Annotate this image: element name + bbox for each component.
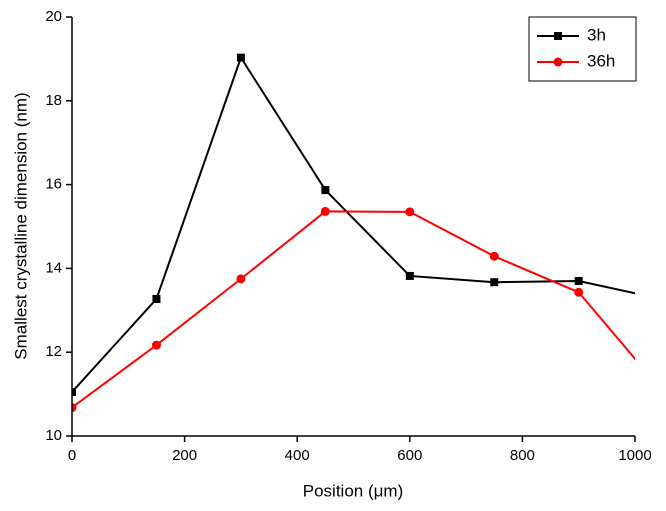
x-tick-label: 1000	[618, 447, 651, 464]
x-tick-label: 200	[172, 447, 197, 464]
data-point	[320, 206, 330, 216]
y-tick-label: 16	[45, 176, 62, 193]
series-line	[72, 210, 635, 409]
data-point	[490, 278, 499, 287]
legend-box	[528, 16, 637, 82]
data-point	[236, 274, 246, 284]
x-tick-label: 400	[285, 447, 310, 464]
legend-marker	[554, 32, 562, 40]
x-axis-label: Position (μm)	[303, 481, 403, 500]
data-point	[489, 251, 499, 261]
data-point	[151, 340, 161, 350]
y-tick-label: 12	[45, 343, 62, 360]
data-point	[72, 403, 77, 413]
plot-area	[72, 53, 666, 413]
y-tick-label: 10	[45, 427, 62, 444]
data-point	[321, 186, 330, 195]
x-tick-label: 800	[510, 447, 535, 464]
y-axis-label: Smallest crystalline dimension (nm)	[11, 92, 30, 359]
y-tick-label: 20	[45, 8, 62, 25]
data-point	[405, 271, 414, 280]
legend-label: 3h	[587, 25, 606, 44]
data-point	[659, 388, 666, 397]
data-point	[72, 388, 76, 397]
legend-marker	[553, 57, 563, 67]
data-point	[574, 276, 583, 285]
data-point	[405, 207, 415, 217]
legend-label: 36h	[587, 51, 615, 70]
series-line	[72, 55, 635, 393]
y-tick-label: 14	[45, 259, 62, 276]
x-tick-label: 600	[397, 447, 422, 464]
data-point	[152, 294, 161, 303]
x-tick-label: 0	[68, 447, 76, 464]
data-point	[574, 287, 584, 297]
data-point	[659, 295, 666, 303]
y-tick-label: 18	[45, 92, 62, 109]
data-point	[236, 53, 245, 62]
